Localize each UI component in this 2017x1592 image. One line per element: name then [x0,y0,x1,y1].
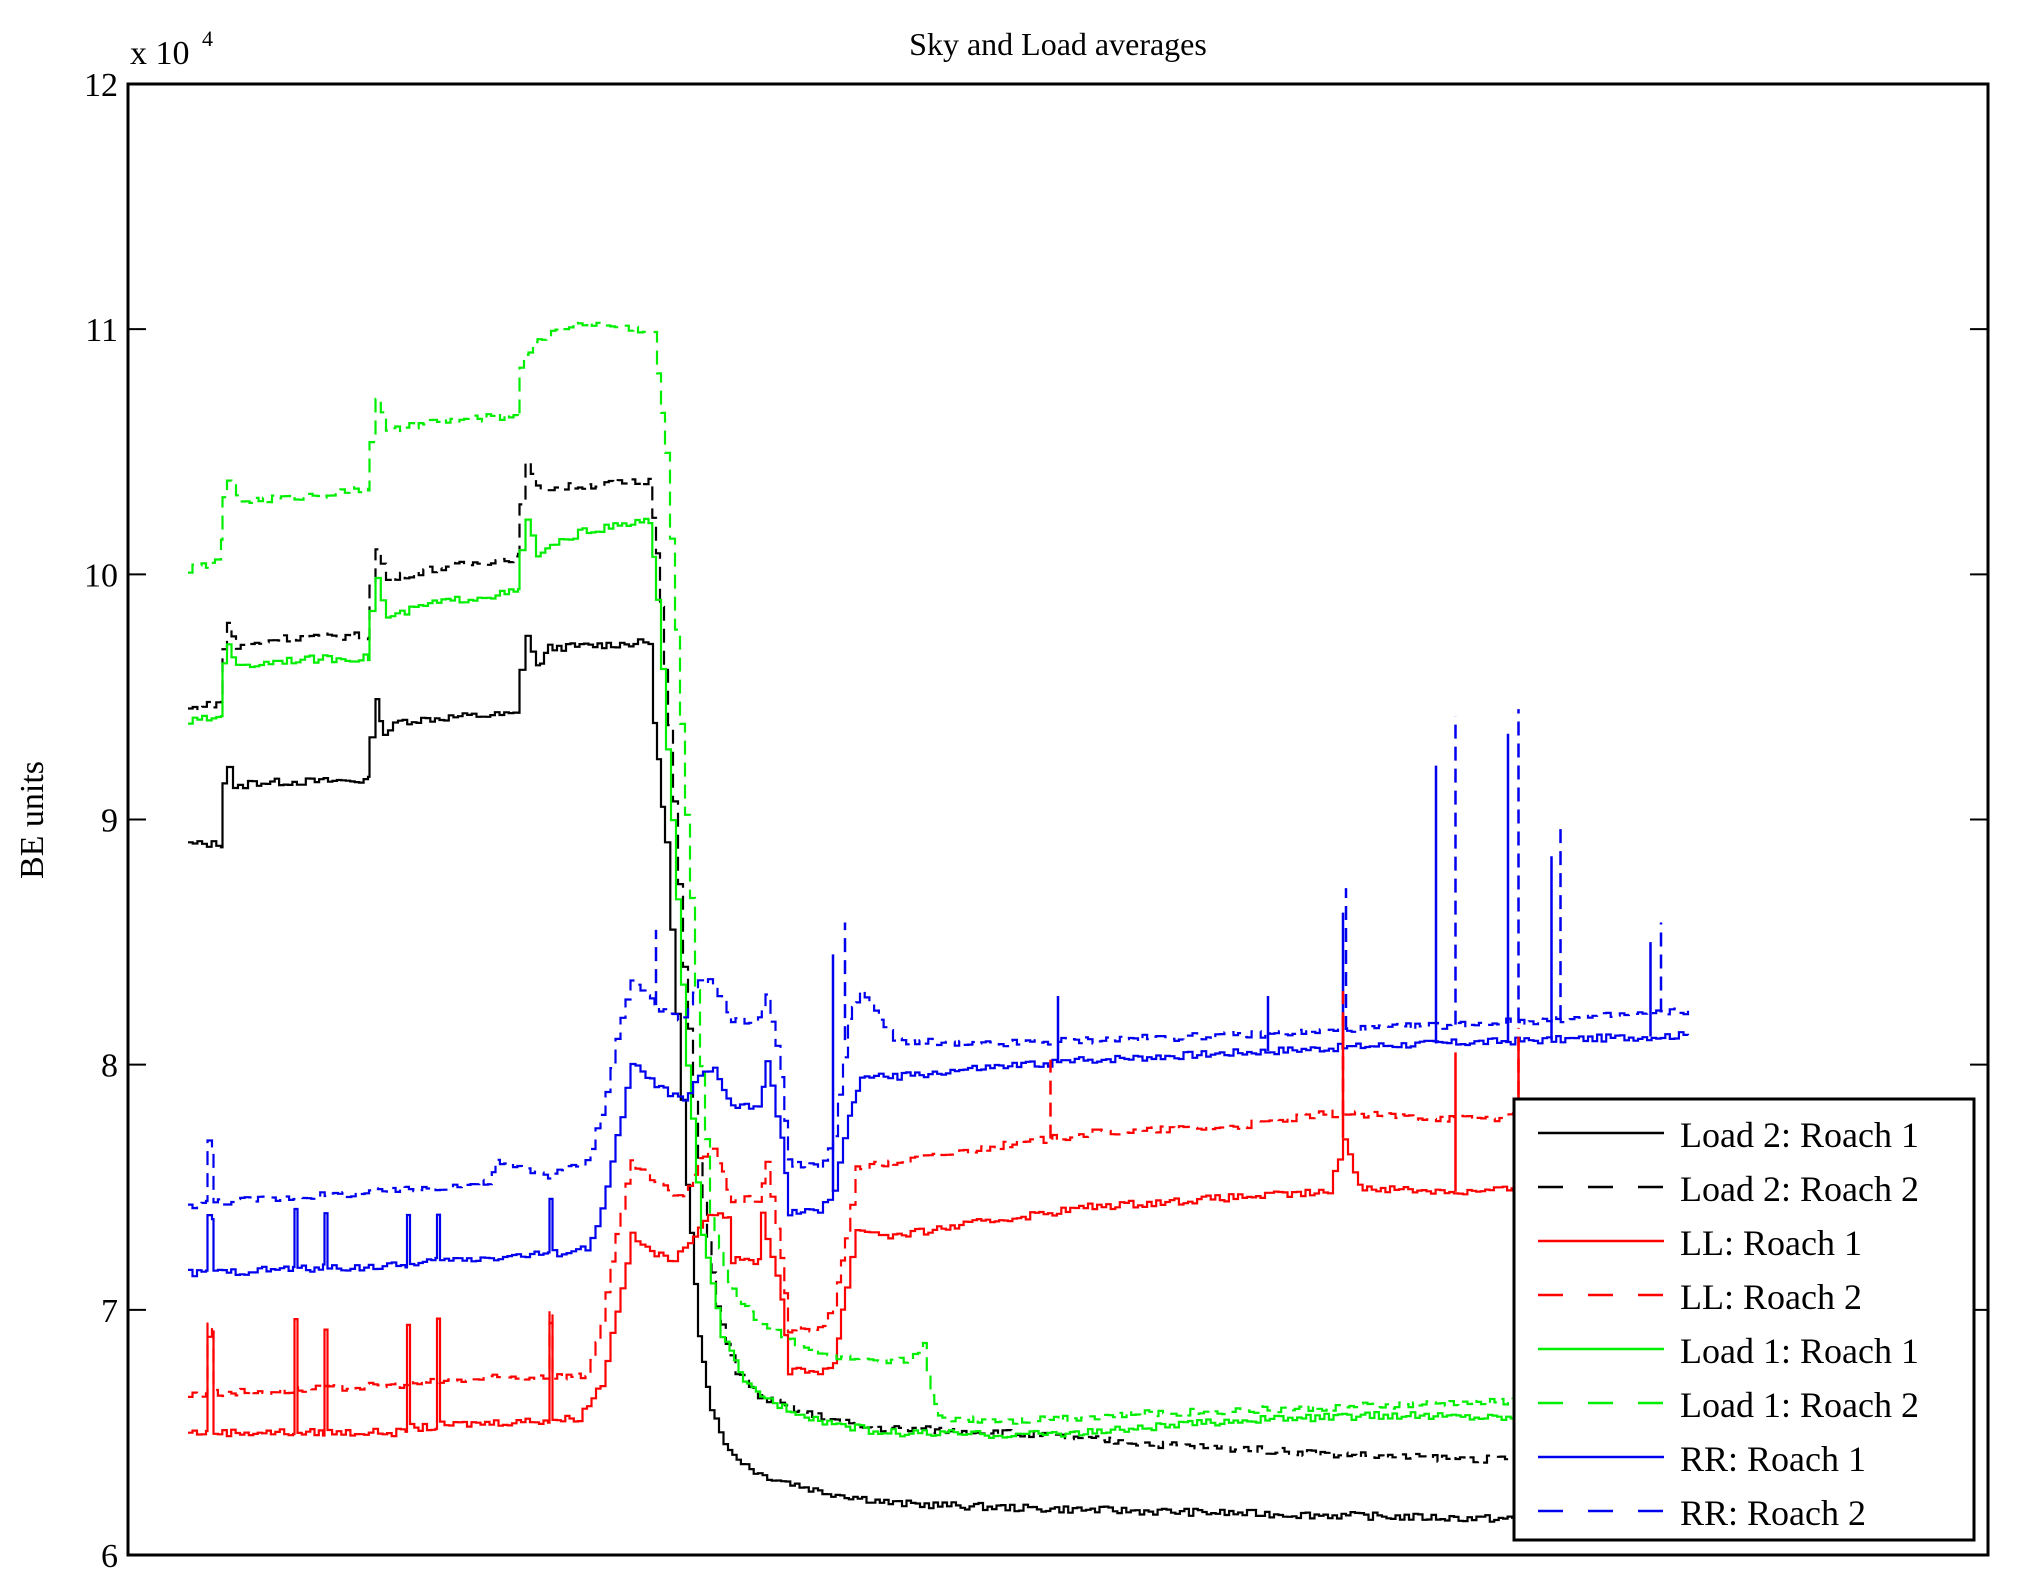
y-ticks: 6 7 8 9 10 11 12 [84,67,1988,1575]
series-line-load-2-roach-1 [188,634,1690,1526]
legend-label: LL: Roach 2 [1680,1277,1862,1317]
y-tick-label: 11 [85,312,118,349]
plot-area [188,320,1690,1526]
y-multiplier-exponent: 4 [202,26,213,51]
legend-label: Load 2: Roach 2 [1680,1169,1919,1209]
y-tick-label: 8 [101,1048,118,1085]
y-tick-label: 12 [84,67,118,104]
y-tick-label: 10 [84,557,118,594]
series-line-rr-roach-1 [188,1031,1690,1278]
y-multiplier-base: x 10 [130,35,190,72]
legend-label: RR: Roach 2 [1680,1493,1866,1533]
y-multiplier: x 10 4 [130,26,213,72]
legend-label: Load 1: Roach 1 [1680,1331,1919,1371]
legend-label: RR: Roach 1 [1680,1439,1866,1479]
legend-label: Load 2: Roach 1 [1680,1115,1919,1155]
y-axis-label: BE units [14,761,51,879]
chart-title: Sky and Load averages [909,26,1207,62]
legend-box [1512,1097,1976,1542]
y-tick-label: 9 [101,803,118,840]
legend-label: LL: Roach 1 [1680,1223,1862,1263]
series-line-load-1-roach-1 [188,517,1690,1439]
series-line-load-1-roach-2 [188,320,1690,1425]
y-tick-label: 6 [101,1538,118,1575]
legend: Load 2: Roach 1 Load 2: Roach 2 LL: Roach … [1512,1097,1976,1542]
series-layer [188,320,1690,1526]
legend-label: Load 1: Roach 2 [1680,1385,1919,1425]
series-line-ll-roach-2 [188,1105,1690,1398]
y-tick-label: 7 [101,1293,118,1330]
series-line-ll-roach-1 [188,1138,1690,1438]
